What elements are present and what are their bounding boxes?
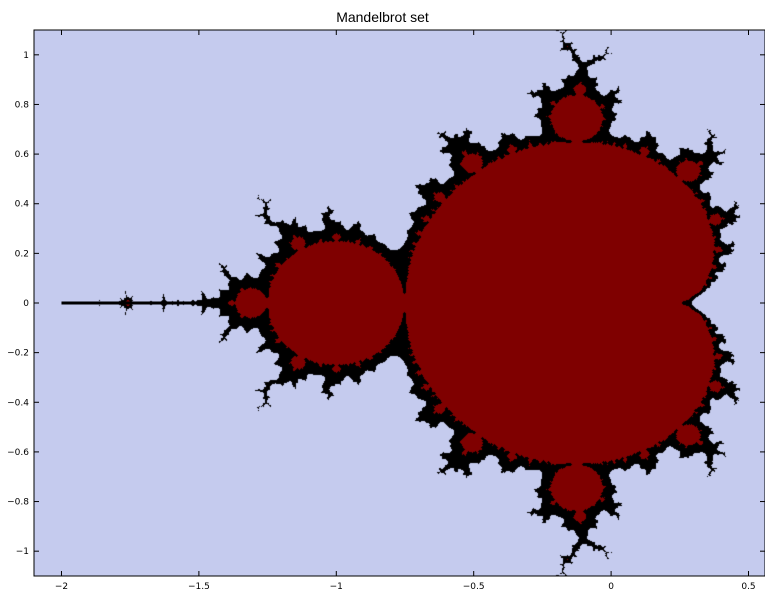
y-tick-label: 0.6 — [15, 150, 30, 160]
y-tick-label: −1 — [16, 547, 29, 557]
y-tick-label: 0 — [23, 299, 29, 309]
x-tick-label: −1.5 — [188, 582, 210, 591]
x-axis: −2 −1.5 −1 −0.5 0 0.5 — [55, 30, 756, 591]
y-tick-label: 1 — [23, 51, 29, 61]
y-tick-label: 0.8 — [15, 100, 30, 110]
y-tick-label: 0.2 — [15, 249, 29, 259]
x-tick-label: −1 — [330, 582, 343, 591]
x-tick-label: −0.5 — [463, 582, 485, 591]
y-tick-label: −0.6 — [7, 448, 29, 458]
x-tick-label: 0.5 — [741, 582, 755, 591]
y-tick-label: 0.4 — [15, 200, 30, 210]
y-tick-label: −0.8 — [7, 498, 29, 508]
y-tick-label: −0.4 — [7, 398, 29, 408]
x-tick-label: 0 — [608, 582, 614, 591]
y-axis: 1 0.8 0.6 0.4 0.2 0 −0.2 −0.4 −0.6 −0.8 −1 — [7, 51, 765, 557]
chart-title: Mandelbrot set — [336, 9, 429, 25]
x-tick-label: −2 — [55, 582, 68, 591]
y-tick-label: −0.2 — [7, 349, 29, 359]
